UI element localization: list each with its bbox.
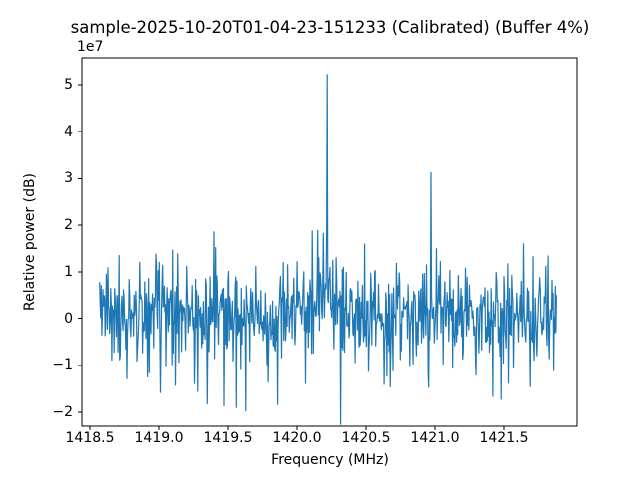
y-tick-label: 5 xyxy=(64,77,73,94)
y-tick-label: 2 xyxy=(64,217,73,234)
x-tick-label: 1421.5 xyxy=(479,430,529,446)
y-axis-label: Relative power (dB) xyxy=(22,172,38,312)
signal-trace xyxy=(99,74,557,425)
chart-title: sample-2025-10-20T01-04-23-151233 (Calib… xyxy=(70,18,590,37)
x-tick-label: 1420.0 xyxy=(272,430,322,446)
x-axis-label: Frequency (MHz) xyxy=(271,452,389,468)
y-tick-label: 1 xyxy=(64,263,73,280)
x-tick-label: 1420.5 xyxy=(341,430,391,446)
y-axis-offset-label: 1e7 xyxy=(77,39,104,55)
y-tick-label: −2 xyxy=(52,403,73,420)
x-tick-label: 1419.0 xyxy=(134,430,184,446)
y-tick-label: 4 xyxy=(64,123,73,140)
y-tick-label: 0 xyxy=(64,310,73,327)
y-tick-label: −1 xyxy=(52,357,73,374)
y-tick-label: 3 xyxy=(64,170,73,187)
x-tick-label: 1421.0 xyxy=(410,430,460,446)
x-tick-label: 1418.5 xyxy=(65,430,115,446)
plot-border xyxy=(81,57,578,427)
x-tick-label: 1419.5 xyxy=(203,430,253,446)
